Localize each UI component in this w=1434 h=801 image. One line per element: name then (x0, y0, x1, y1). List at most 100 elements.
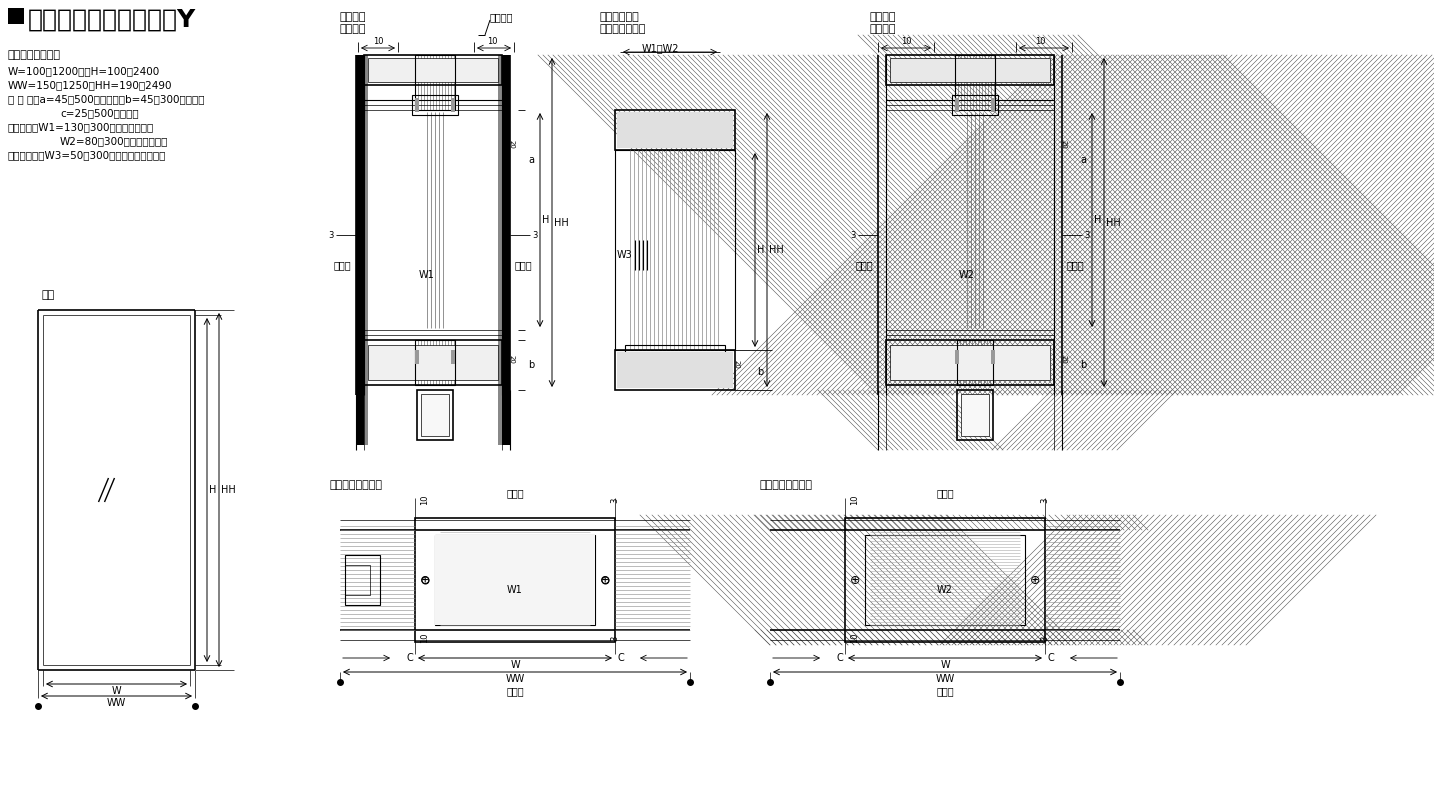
Text: W: W (941, 660, 949, 670)
Text: WW: WW (108, 698, 126, 708)
Text: H: H (757, 245, 764, 255)
Text: 10: 10 (486, 37, 498, 46)
Text: 10: 10 (420, 495, 429, 505)
Bar (952, 95, 998, 115)
Text: 20: 20 (734, 360, 740, 369)
Bar (615, 350, 736, 390)
Bar (412, 95, 457, 115)
Text: HH: HH (554, 218, 569, 227)
Text: b: b (528, 360, 535, 370)
Text: H: H (542, 215, 549, 225)
Text: 巾木見込み：W3=50～300（乾式・湿式共通）: 巾木見込み：W3=50～300（乾式・湿式共通） (9, 150, 166, 160)
Text: 室外側: 室外側 (506, 686, 523, 696)
Text: W: W (511, 660, 519, 670)
Text: 20: 20 (1061, 140, 1067, 149)
Bar (435, 535, 595, 625)
Text: W1、W2: W1、W2 (641, 43, 678, 53)
Text: （乾式・湿式）: （乾式・湿式） (599, 24, 647, 34)
Text: （湿式）: （湿式） (870, 24, 896, 34)
Text: 3: 3 (1040, 635, 1050, 641)
Text: c=25～500（縦枠）: c=25～500（縦枠） (60, 108, 139, 118)
Text: WW: WW (935, 674, 955, 684)
Bar (346, 555, 380, 605)
Text: エリファイトプラス－Y: エリファイトプラス－Y (29, 8, 196, 32)
Text: ⊕: ⊕ (1030, 574, 1040, 586)
Text: HH: HH (1106, 218, 1121, 227)
Text: 10: 10 (850, 633, 859, 643)
Bar (369, 345, 498, 380)
Bar (615, 150, 736, 350)
Text: 縦断面図: 縦断面図 (870, 12, 896, 22)
Text: C: C (836, 653, 843, 663)
Text: a: a (528, 155, 533, 165)
Bar (364, 55, 369, 445)
Bar (955, 55, 995, 110)
Text: 3: 3 (609, 497, 619, 503)
Text: HH: HH (769, 245, 784, 255)
Bar (452, 350, 455, 364)
Text: W2: W2 (936, 585, 954, 595)
Text: W3: W3 (617, 250, 632, 260)
Bar (414, 55, 455, 110)
Bar (414, 350, 419, 364)
Text: W=100～1200　　H=100～2400: W=100～1200 H=100～2400 (9, 66, 161, 76)
Bar (452, 98, 455, 112)
Text: 10: 10 (901, 37, 911, 46)
Text: 室外側: 室外側 (936, 686, 954, 696)
Text: 室外側: 室外側 (855, 260, 873, 270)
Text: H: H (1094, 215, 1101, 225)
Bar (356, 55, 364, 445)
Text: ⊕: ⊕ (850, 574, 860, 586)
Bar (417, 390, 453, 440)
Text: WW: WW (505, 674, 525, 684)
Text: W2: W2 (959, 270, 975, 280)
Text: WW=150～1250　HH=190～2490: WW=150～1250 HH=190～2490 (9, 80, 172, 90)
Text: 10: 10 (1035, 37, 1045, 46)
Bar (617, 112, 733, 148)
Text: 横断面図（湿式）: 横断面図（湿式） (760, 480, 813, 490)
Text: 10: 10 (850, 495, 859, 505)
Bar (615, 110, 736, 150)
Text: a: a (1080, 155, 1086, 165)
Bar (414, 518, 615, 642)
Text: 20: 20 (509, 140, 515, 149)
Bar (414, 98, 419, 112)
Text: 3: 3 (532, 231, 538, 239)
Bar (886, 55, 1054, 85)
Bar (865, 535, 1025, 625)
Bar (414, 340, 455, 385)
Text: b: b (757, 367, 763, 377)
Text: 【製作許容範囲】: 【製作許容範囲】 (9, 50, 62, 60)
Text: C: C (617, 653, 624, 663)
Bar (502, 55, 511, 445)
Bar (9, 8, 24, 24)
Text: 室内側: 室内側 (1067, 260, 1084, 270)
Text: 縦断面図: 縦断面図 (340, 12, 367, 22)
Text: 3: 3 (609, 635, 619, 641)
Bar (435, 535, 595, 625)
Text: ⊕: ⊕ (599, 574, 611, 586)
Text: H: H (209, 485, 217, 495)
Text: 室内側: 室内側 (515, 260, 532, 270)
Text: 横断面図（乾式）: 横断面図（乾式） (330, 480, 383, 490)
Bar (891, 58, 1050, 82)
Text: W1: W1 (508, 585, 523, 595)
Bar (346, 565, 370, 595)
Text: 10: 10 (420, 633, 429, 643)
Bar (845, 518, 1045, 642)
Text: 3: 3 (1040, 497, 1050, 503)
Bar (956, 340, 992, 385)
Text: 姿図: 姿図 (42, 290, 56, 300)
Bar (498, 55, 502, 445)
Bar (617, 352, 733, 388)
Text: C: C (406, 653, 413, 663)
Bar (886, 340, 1054, 385)
Bar (956, 390, 992, 440)
Bar (955, 98, 959, 112)
Text: 枠 見 付：a=45～500（上枠）　b=45～300（下枠）: 枠 見 付：a=45～500（上枠） b=45～300（下枠） (9, 94, 205, 104)
Text: 室内側: 室内側 (506, 488, 523, 498)
Bar (955, 350, 959, 364)
Bar (625, 345, 726, 355)
Text: C: C (1047, 653, 1054, 663)
Bar (991, 98, 995, 112)
